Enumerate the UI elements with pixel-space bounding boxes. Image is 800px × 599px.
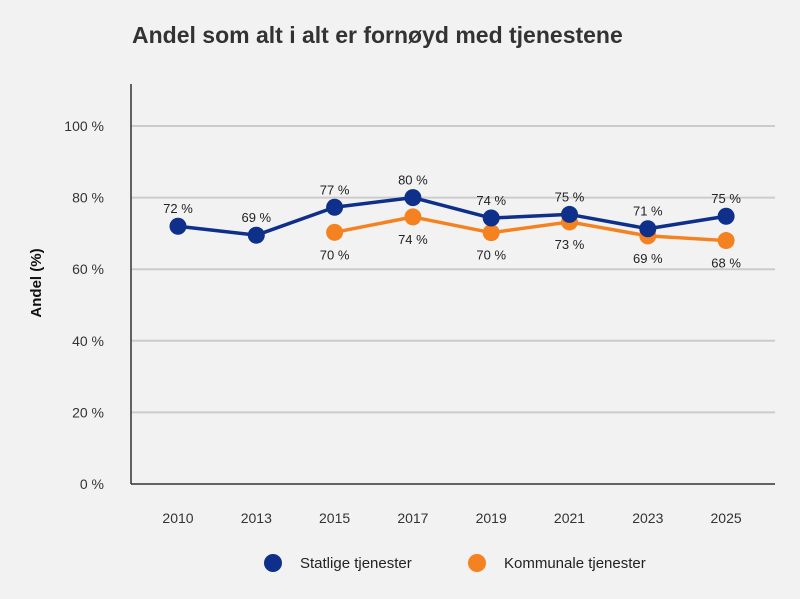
legend-marker — [468, 554, 486, 572]
data-label: 69 % — [241, 210, 271, 225]
data-point — [326, 198, 344, 216]
data-label: 70 % — [320, 247, 350, 262]
x-tick-label: 2015 — [319, 510, 350, 526]
data-label: 70 % — [476, 248, 506, 263]
legend-label: Statlige tjenester — [300, 555, 412, 572]
data-label: 71 % — [633, 204, 663, 219]
data-label: 69 % — [633, 251, 663, 266]
data-point — [561, 205, 578, 223]
x-tick-label: 2021 — [554, 510, 585, 526]
y-axis-title: Andel (%) — [28, 248, 45, 317]
data-point — [326, 223, 344, 241]
x-tick-label: 2013 — [241, 510, 272, 526]
x-tick-label: 2017 — [397, 510, 428, 526]
data-label: 68 % — [711, 256, 741, 271]
x-tick-label: 2019 — [476, 510, 507, 526]
data-label: 72 % — [163, 201, 193, 216]
data-point — [639, 220, 657, 238]
legend-label: Kommunale tjenester — [504, 555, 646, 572]
y-axis: 0 % 20 % 40 % 60 % 80 % 100 % Andel (%) — [28, 84, 132, 492]
y-tick-label: 20 % — [72, 404, 104, 420]
x-tick-label: 2023 — [632, 510, 663, 526]
x-tick-label: 2025 — [711, 510, 742, 526]
data-label: 75 % — [711, 191, 741, 206]
data-point — [404, 208, 422, 226]
data-labels: 72 % 69 % 77 % 80 % 74 % 75 % 71 % 75 % 70 % 74 %… — [163, 173, 741, 271]
series-line — [334, 215, 727, 243]
gridlines — [131, 125, 775, 414]
x-axis: 2010 2013 2015 2017 2019 2021 2023 2025 — [131, 483, 775, 526]
series — [169, 189, 735, 250]
y-tick-label: 80 % — [72, 190, 104, 206]
series-line — [177, 195, 727, 237]
data-label: 73 % — [555, 237, 585, 252]
y-tick-label: 40 % — [72, 333, 104, 349]
data-label: 77 % — [320, 182, 350, 197]
data-label: 74 % — [476, 193, 506, 208]
data-label: 74 % — [398, 232, 428, 247]
x-tick-label: 2010 — [162, 510, 193, 526]
chart-title: Andel som alt i alt er fornøyd med tjene… — [132, 22, 623, 48]
y-tick-label: 100 % — [64, 118, 104, 134]
data-point — [169, 217, 187, 235]
y-tick-label: 60 % — [72, 261, 104, 277]
data-label: 75 % — [555, 189, 585, 204]
data-point — [717, 232, 735, 250]
data-label: 80 % — [398, 173, 428, 188]
data-point — [717, 207, 735, 225]
data-point — [482, 224, 500, 242]
y-tick-label: 0 % — [80, 476, 104, 492]
data-point — [482, 209, 500, 227]
data-point — [247, 226, 265, 244]
legend: Statlige tjenester Kommunale tjenester — [264, 554, 646, 572]
legend-marker — [264, 554, 282, 572]
data-point — [404, 189, 422, 207]
